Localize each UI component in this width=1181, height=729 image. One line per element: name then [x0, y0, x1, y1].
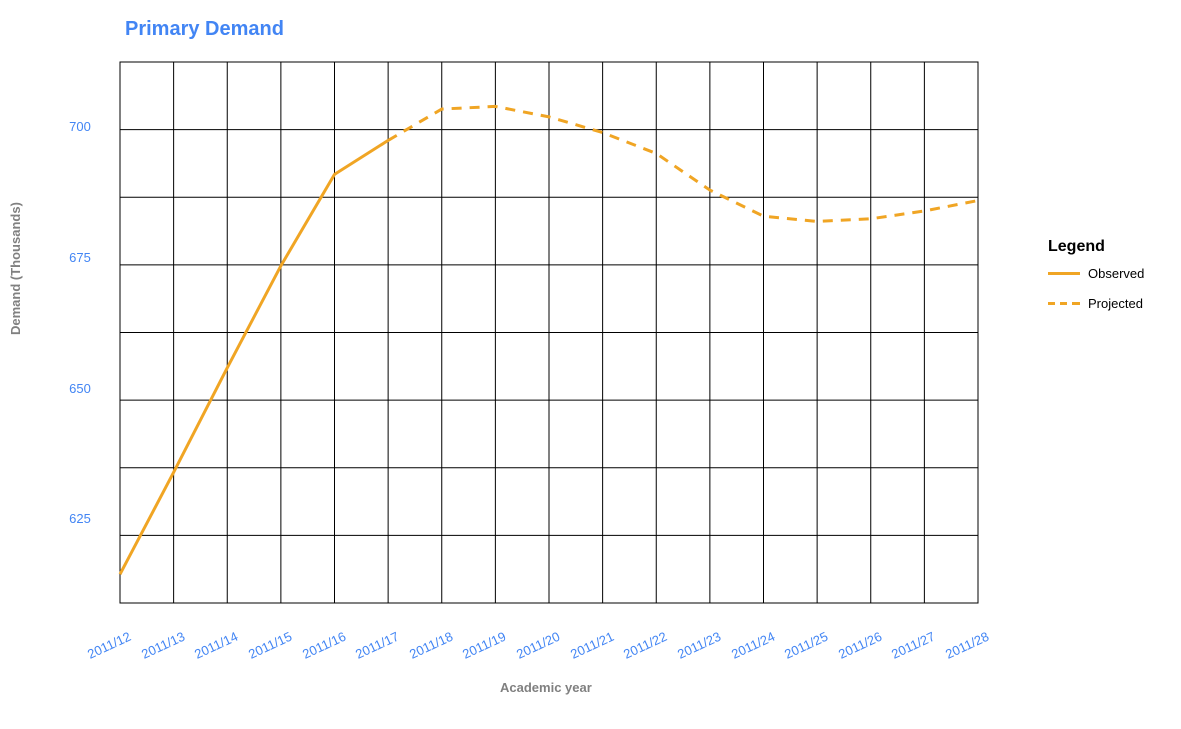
plot-area [0, 0, 1181, 729]
series-line [388, 106, 978, 221]
series-line [120, 140, 388, 574]
chart-container: { "chart": { "type": "line", "title": "P… [0, 0, 1181, 729]
